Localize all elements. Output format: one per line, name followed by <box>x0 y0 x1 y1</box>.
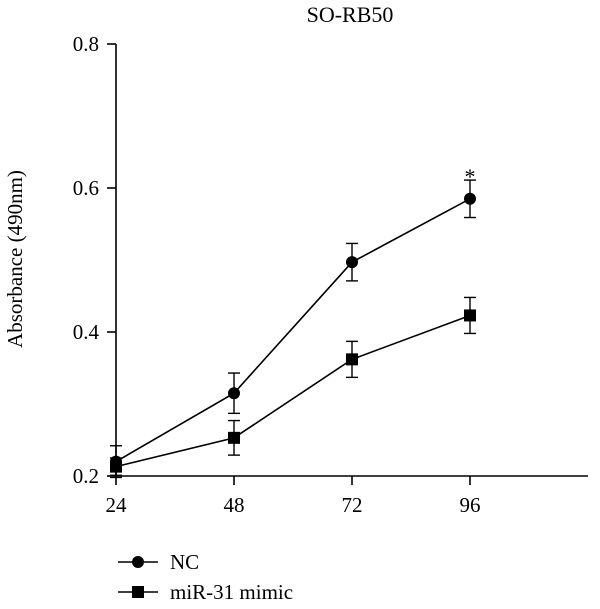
y-axis-label: Absorbance (490nm) <box>3 170 27 348</box>
y-tick-label: 0.2 <box>73 464 99 488</box>
y-tick-label: 0.8 <box>73 32 99 56</box>
x-tick-label: 72 <box>342 493 363 517</box>
series-layer: * <box>110 164 476 479</box>
series-line <box>115 314 471 468</box>
data-point <box>110 460 122 473</box>
legend-label: NC <box>170 550 199 574</box>
legend: NC miR-31 mimic <box>118 550 293 604</box>
significance-annotation: * <box>465 164 476 189</box>
y-tick-label: 0.6 <box>73 176 99 200</box>
y-tick-label: 0.4 <box>73 320 100 344</box>
data-point <box>228 387 240 400</box>
legend-label: miR-31 mimic <box>170 580 293 604</box>
chart-title: SO-RB50 <box>307 2 394 27</box>
data-point <box>464 309 476 322</box>
x-tick-label: 48 <box>224 493 245 517</box>
x-tick-label: 24 <box>106 493 128 517</box>
data-point <box>228 431 240 444</box>
x-tick-label: 96 <box>460 493 481 517</box>
axes: 0.2 0.4 0.6 0.8 24 48 72 96 <box>73 32 588 517</box>
legend-marker <box>132 556 144 568</box>
series-nc <box>110 179 476 479</box>
series-line <box>115 198 471 463</box>
series-mir-31-mimic <box>110 296 476 476</box>
data-point <box>346 353 358 366</box>
data-point <box>346 256 358 269</box>
legend-marker <box>132 586 144 598</box>
data-point <box>464 192 476 205</box>
